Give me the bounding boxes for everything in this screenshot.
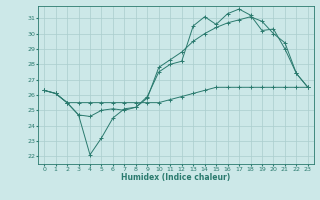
X-axis label: Humidex (Indice chaleur): Humidex (Indice chaleur) [121, 173, 231, 182]
